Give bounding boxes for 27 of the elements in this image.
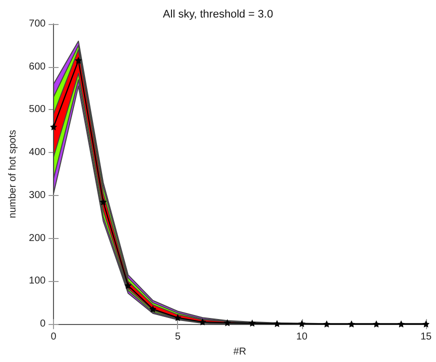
y-tick-label: 100 — [28, 276, 46, 287]
y-tick-label: 500 — [28, 104, 46, 116]
y-tick-label: 0 — [40, 318, 46, 330]
y-tick-label: 300 — [28, 190, 46, 201]
x-axis-title: #R — [233, 346, 246, 358]
x-tick-label: 15 — [420, 332, 432, 343]
point — [249, 320, 256, 326]
point — [125, 282, 132, 289]
point — [174, 314, 181, 321]
point — [150, 306, 156, 312]
y-tick-label: 700 — [28, 18, 46, 30]
y-tick-label: 600 — [28, 61, 46, 72]
x-tick-label: 0 — [50, 332, 57, 343]
point — [100, 198, 106, 205]
point — [423, 321, 429, 328]
y-tick-label: 200 — [28, 232, 46, 244]
point — [298, 320, 305, 327]
point — [50, 124, 57, 130]
chart-title: All sky, threshold = 3.0 — [162, 8, 274, 20]
point — [274, 320, 280, 327]
y-tick-label: 400 — [28, 147, 46, 158]
y-axis-title: number of hot spots — [8, 130, 18, 218]
x-tick-label: 10 — [296, 332, 308, 343]
point — [200, 318, 206, 325]
x-tick-label: 5 — [174, 332, 181, 343]
point — [224, 320, 230, 326]
point — [75, 57, 82, 64]
